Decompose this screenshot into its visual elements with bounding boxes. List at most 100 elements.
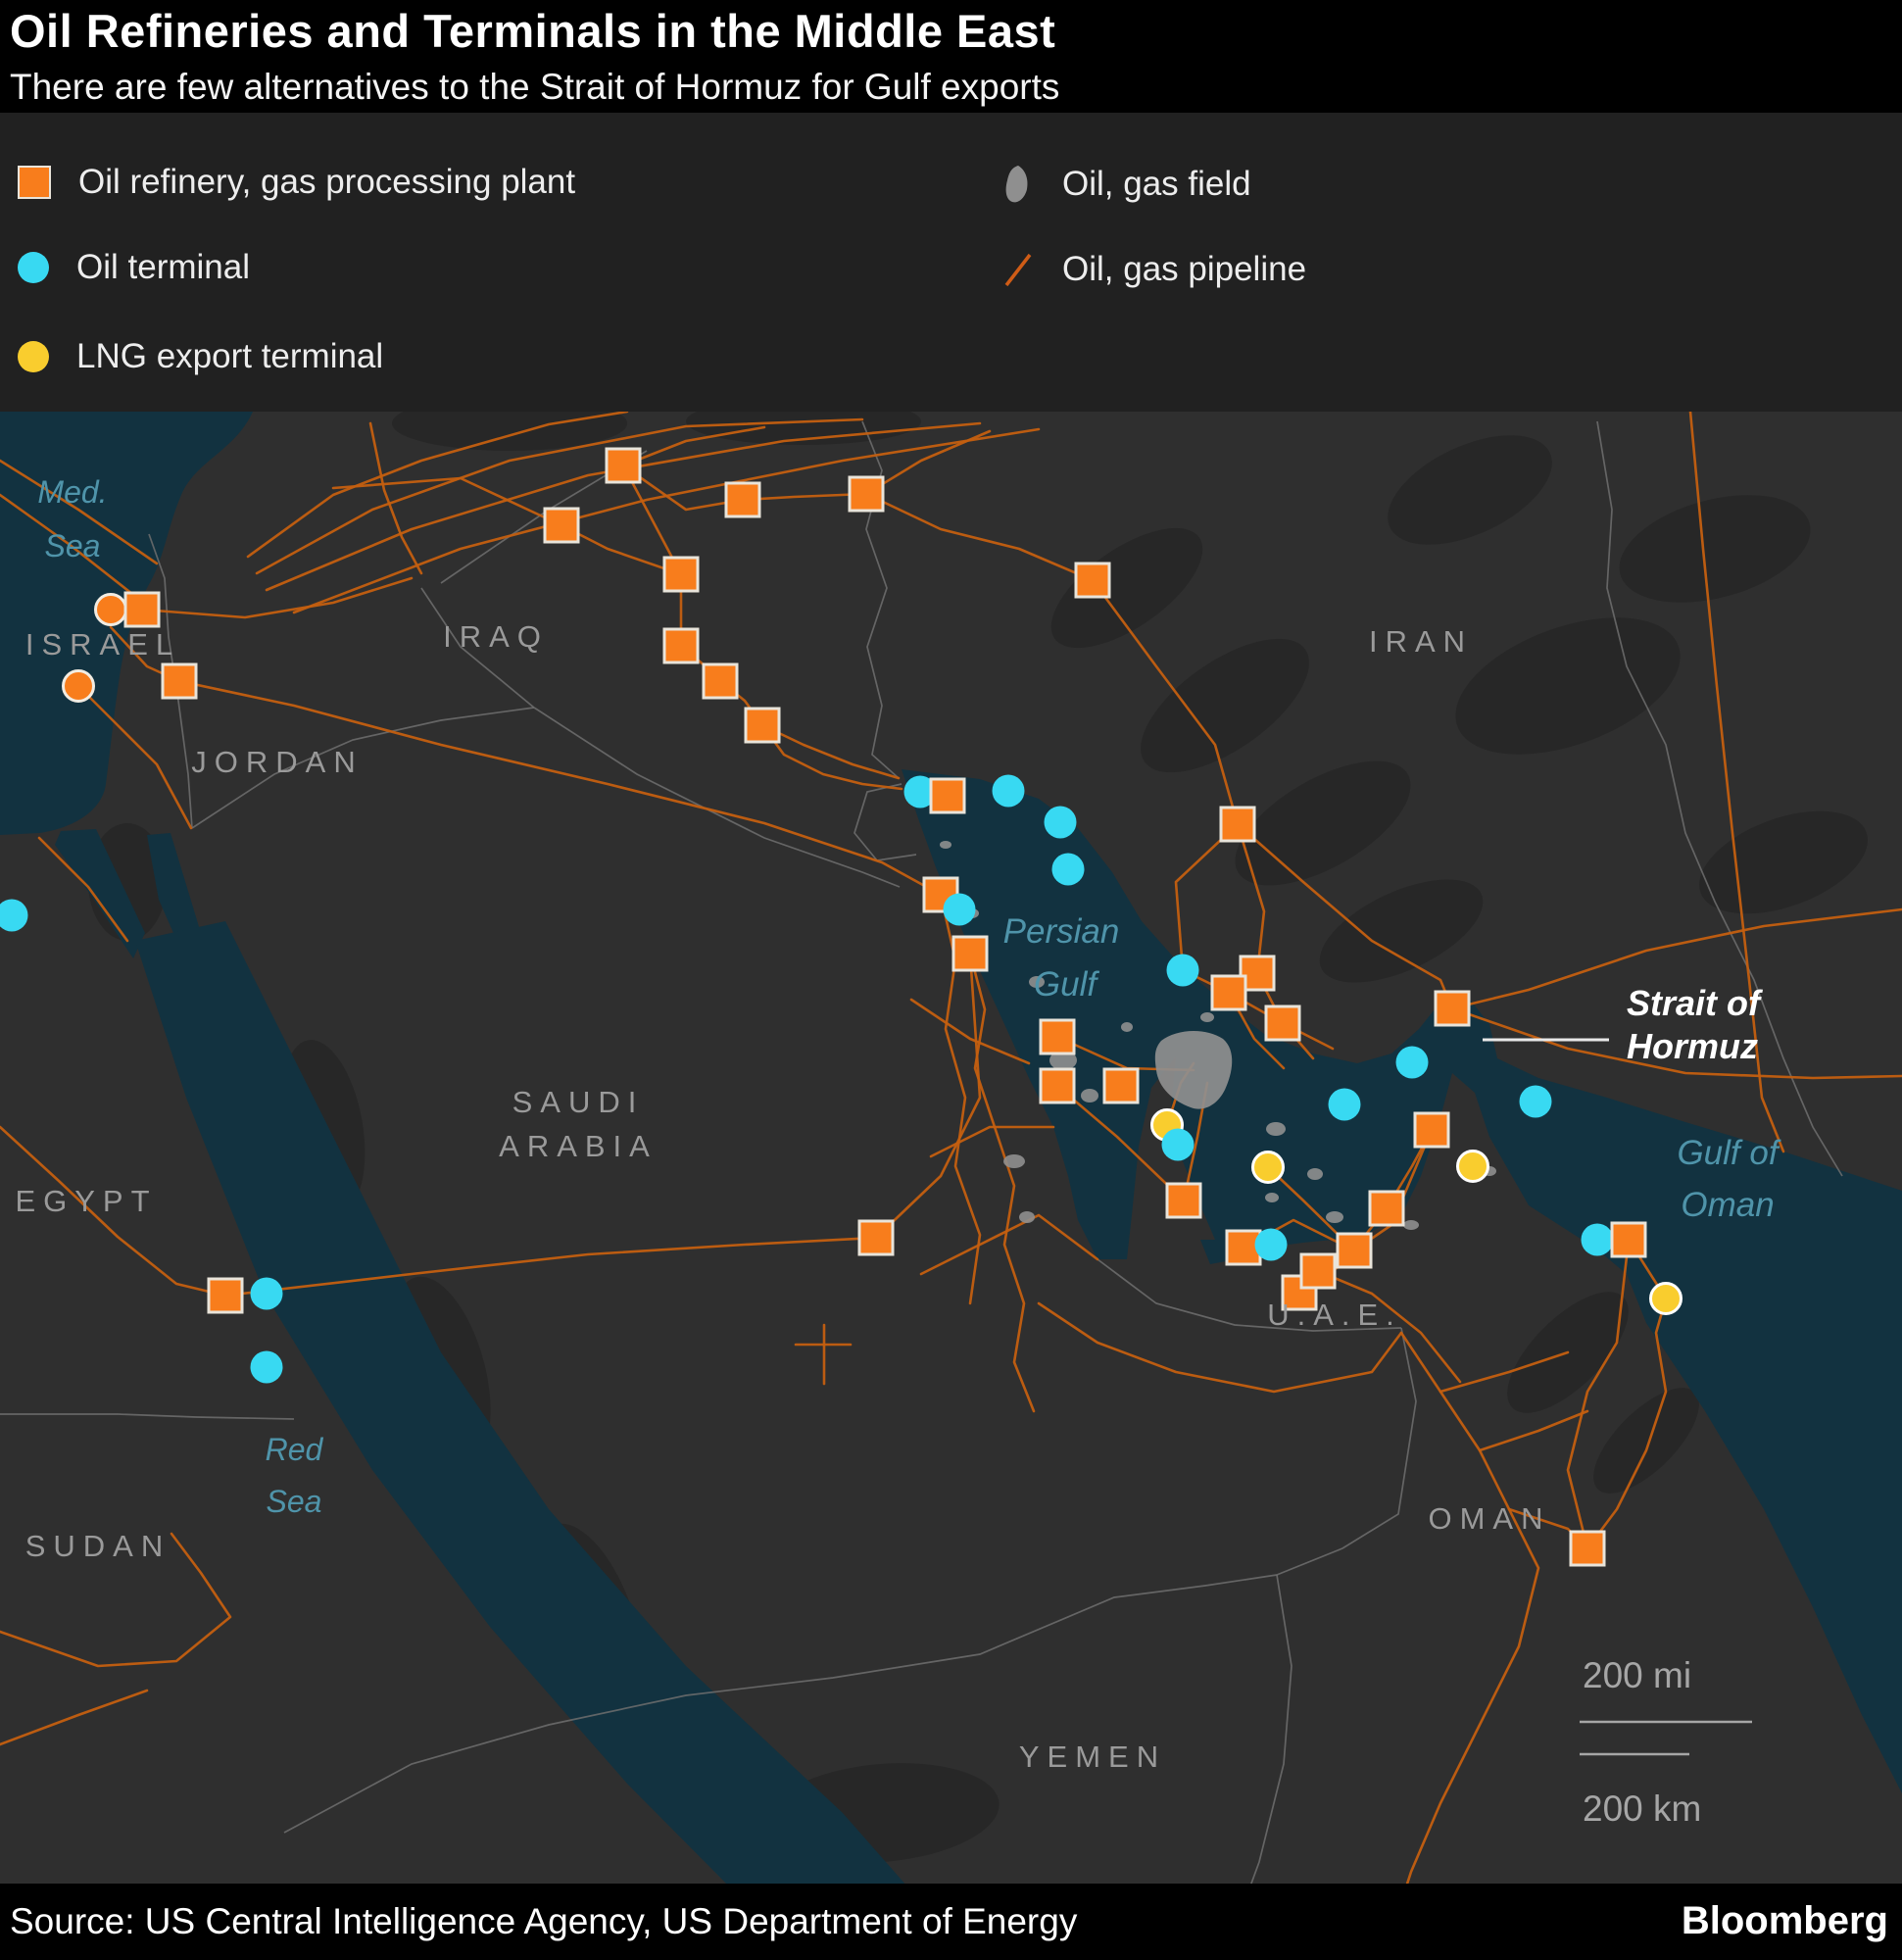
- oil-gas-pipeline: [246, 410, 629, 559]
- oil-gas-pipeline: [1037, 1301, 1403, 1394]
- map-label-egypt: EGYPT: [15, 1184, 157, 1218]
- oil-gas-field: [1403, 1220, 1419, 1230]
- oil-gas-field: [1307, 1168, 1323, 1180]
- oil-gas-pipeline: [1181, 968, 1335, 1051]
- terrain-shading: [1619, 495, 1811, 603]
- lng-terminal-marker: [1456, 1150, 1489, 1183]
- refinery-square-icon: [18, 166, 51, 199]
- refinery-marker: [1225, 1229, 1262, 1266]
- refinery-marker: [1039, 1067, 1076, 1104]
- refinery-marker: [1281, 1274, 1318, 1311]
- oil-terminal-circle-icon: [18, 252, 49, 283]
- country-border: [853, 783, 917, 861]
- refinery-marker: [702, 662, 739, 700]
- lng-terminal-marker: [1251, 1151, 1285, 1184]
- oil-gas-pipeline: [1174, 822, 1240, 972]
- legend-item: Oil refinery, gas processing plant: [18, 163, 575, 202]
- footer: Source: US Central Intelligence Agency, …: [0, 1884, 1902, 1960]
- map-label-iraq: IRAQ: [443, 619, 549, 654]
- oil-gas-pipeline: [968, 952, 1036, 1413]
- oil-gas-pipeline: [1450, 907, 1902, 1010]
- terrain-shading: [1141, 638, 1309, 773]
- page-subtitle: There are few alternatives to the Strait…: [10, 67, 1060, 107]
- map-label-arabia: ARABIA: [499, 1129, 658, 1163]
- strait-of-hormuz-label: Strait of: [1627, 983, 1763, 1023]
- terrain-shading: [1699, 810, 1868, 914]
- oil-gas-pipeline: [140, 576, 414, 619]
- scalebar-mi-label: 200 mi: [1583, 1655, 1691, 1695]
- refinery-marker: [207, 1277, 244, 1314]
- refinery-marker: [662, 627, 700, 664]
- oil-terminal-marker: [1161, 1128, 1195, 1161]
- legend-item-label: Oil, gas field: [1062, 165, 1251, 203]
- refinery-marker: [929, 777, 966, 814]
- oil-gas-pipeline: [0, 493, 139, 600]
- oil-gas-pipeline: [919, 1213, 1099, 1276]
- terrain-shading: [1455, 617, 1681, 755]
- legend-item-label: Oil terminal: [76, 248, 250, 286]
- oil-gas-pipeline: [621, 425, 766, 467]
- map-label-saudi: SAUDI: [512, 1085, 645, 1119]
- refinery-marker: [1610, 1221, 1647, 1258]
- oil-gas-pipeline: [177, 679, 943, 897]
- map-label-red: Red: [266, 1432, 324, 1467]
- oil-gas-pipeline: [1399, 1331, 1540, 1904]
- oil-gas-field: [1121, 1022, 1133, 1032]
- oil-terminal-marker: [1395, 1046, 1429, 1079]
- legend-item: Oil terminal: [18, 248, 250, 287]
- refinery-marker: [543, 507, 580, 544]
- oil-gas-pipeline: [864, 492, 1095, 582]
- country-border: [191, 707, 535, 829]
- oil-terminal-marker: [0, 899, 28, 932]
- oil-gas-pipeline: [1055, 1084, 1186, 1202]
- refinery-marker: [1299, 1252, 1337, 1290]
- sea-shape: [135, 921, 921, 1902]
- refinery-marker: [1074, 562, 1111, 599]
- strait-of-hormuz-label: Hormuz: [1627, 1026, 1758, 1066]
- oil-gas-pipeline: [909, 998, 1031, 1065]
- header: Oil Refineries and Terminals in the Midd…: [0, 0, 1902, 113]
- legend-item-label: Oil, gas pipeline: [1062, 250, 1307, 288]
- oil-gas-pipeline-icon: [1001, 248, 1035, 291]
- map-label-u-a-e-: U.A.E.: [1267, 1298, 1402, 1332]
- oil-terminal-marker: [1044, 806, 1077, 839]
- legend-item: Oil, gas field: [1001, 163, 1251, 206]
- refinery-marker: [1102, 1067, 1140, 1104]
- oil-gas-field: [1029, 976, 1045, 988]
- oil-gas-pipeline: [1688, 410, 1785, 1153]
- oil-terminal-marker: [903, 775, 937, 808]
- oil-terminal-marker: [1166, 954, 1199, 987]
- oil-terminal-marker: [943, 893, 976, 926]
- oil-gas-pipeline: [37, 836, 129, 943]
- oil-gas-pipeline: [0, 1689, 149, 1746]
- oil-gas-field: [1081, 1089, 1098, 1102]
- oil-terminal-marker: [992, 774, 1025, 808]
- oil-gas-pipeline: [0, 1125, 227, 1298]
- oil-gas-pipeline: [331, 476, 563, 527]
- oil-gas-field: [940, 841, 951, 849]
- refinery-marker: [1039, 1018, 1076, 1055]
- country-border: [1097, 1258, 1402, 1332]
- country-border: [420, 587, 535, 709]
- map-label-persian: Persian: [1003, 912, 1120, 951]
- scalebar-km-label: 200 km: [1583, 1788, 1701, 1829]
- country-border: [283, 1574, 1278, 1834]
- oil-terminal-marker: [1328, 1088, 1361, 1121]
- lng-terminal-circle-icon: [18, 341, 49, 372]
- oil-gas-pipeline: [0, 1532, 232, 1668]
- country-border: [0, 1413, 295, 1420]
- oil-gas-field: [1019, 1211, 1035, 1223]
- legend-item: Oil, gas pipeline: [1001, 248, 1306, 291]
- map-label-israel: ISRAEL: [25, 627, 180, 662]
- legend-item: LNG export terminal: [18, 337, 383, 376]
- terrain-shading: [1235, 760, 1411, 886]
- oil-gas-pipeline: [1439, 1350, 1570, 1394]
- refinery-marker: [857, 1219, 895, 1256]
- terrain-shading: [1388, 435, 1552, 545]
- oil-terminal-marker: [1581, 1223, 1614, 1256]
- legend: Oil refinery, gas processing plant Oil te…: [0, 113, 1902, 412]
- map-label-med-: Med.: [37, 474, 107, 510]
- oil-terminal-marker: [1051, 853, 1085, 886]
- refinery-marker: [724, 481, 761, 518]
- legend-item-label: Oil refinery, gas processing plant: [78, 163, 576, 201]
